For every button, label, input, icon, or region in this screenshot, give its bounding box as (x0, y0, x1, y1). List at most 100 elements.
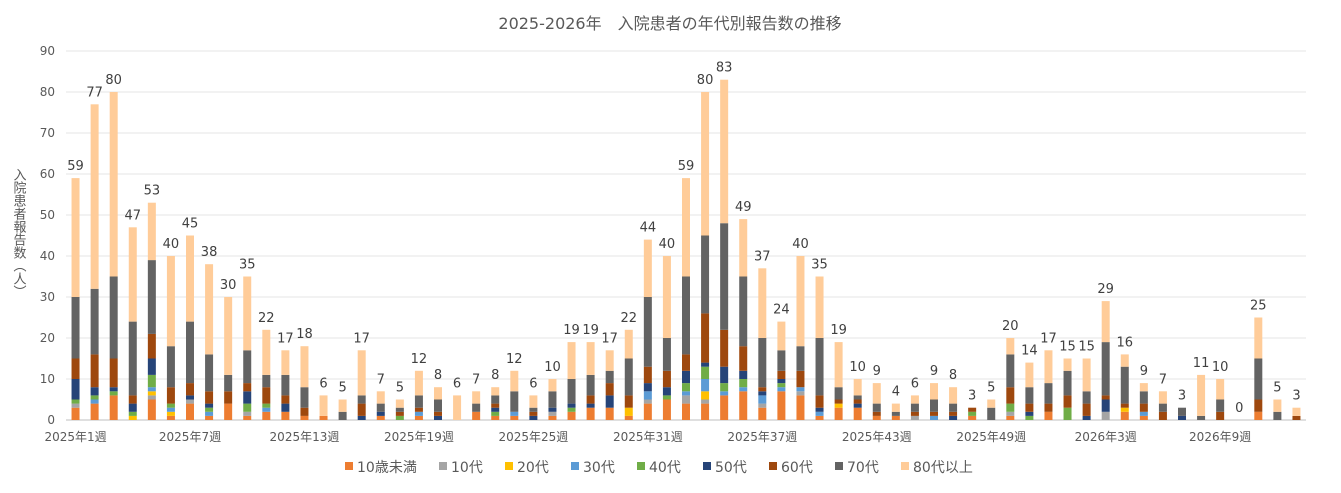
legend-swatch (901, 462, 909, 470)
bar-segment (1139, 391, 1148, 404)
bar-segment (147, 399, 156, 420)
data-label: 18 (296, 327, 313, 342)
bar-segment (815, 395, 824, 408)
bar-segment (434, 387, 442, 400)
bar-segment (1082, 403, 1091, 416)
bar-segment (739, 276, 748, 347)
data-label: 5 (1273, 381, 1281, 396)
legend-item: 70代 (835, 460, 879, 476)
bar-segment (243, 383, 252, 392)
data-label: 19 (582, 323, 599, 338)
bar-segment (987, 407, 996, 420)
bar-segment (491, 415, 500, 420)
bar-segment (510, 370, 519, 392)
data-label: 59 (678, 159, 695, 174)
bar-segment (147, 395, 156, 400)
bar-segment (1044, 411, 1053, 420)
data-label: 14 (1021, 344, 1038, 359)
legend-swatch (835, 462, 843, 470)
legend-item: 60代 (769, 460, 813, 476)
x-tick-label: 2025年1週 (44, 430, 106, 444)
bar-segment (777, 387, 786, 392)
bar-segment (414, 415, 423, 420)
bar-segment (262, 403, 271, 408)
bar-segment (1178, 415, 1186, 420)
bar-segment (853, 399, 862, 404)
bar-segment (643, 399, 652, 404)
bar-segment (815, 407, 824, 412)
bar-segment (1025, 415, 1034, 420)
bar-segment (1216, 379, 1225, 400)
bar-segment (1178, 407, 1186, 416)
bar-segment (643, 403, 652, 420)
bar-segment (605, 350, 614, 371)
bar-segment (796, 391, 805, 396)
bar-segment (968, 407, 977, 412)
bar-segment (90, 403, 99, 420)
bar-segment (567, 342, 576, 379)
bar-segment (1082, 391, 1091, 404)
bar-segment (739, 379, 748, 388)
data-label: 5 (338, 381, 346, 396)
bar-segment (186, 383, 194, 396)
bar-segment (662, 387, 671, 396)
bar-segment (815, 411, 824, 416)
bar-segment (224, 391, 233, 404)
bar-segment (815, 276, 824, 338)
bar-segment (567, 403, 576, 408)
bar-segment (1273, 399, 1282, 412)
bar-segment (395, 411, 404, 416)
bar-segment (777, 321, 786, 351)
bar-segment (968, 415, 977, 420)
x-tick-label: 2025年43週 (842, 430, 912, 444)
bar-segment (262, 329, 271, 375)
bar-segment (300, 407, 309, 416)
bar-segment (71, 399, 80, 404)
bar-segment (357, 395, 366, 404)
bar-segment (71, 407, 80, 420)
bar-segment (90, 387, 99, 396)
bar-segment (796, 346, 805, 371)
bar-segment (548, 411, 557, 416)
bar-segment (147, 358, 156, 375)
bar-segment (662, 370, 671, 388)
bar-segment (968, 411, 977, 416)
bar-segment (491, 407, 500, 412)
bar-segment (605, 370, 614, 384)
bar-segment (414, 411, 423, 416)
bar-segment (1006, 354, 1015, 388)
bar-segment (376, 391, 385, 404)
x-tick-label: 2025年25週 (498, 430, 568, 444)
bar-segment (586, 342, 595, 375)
bar-segment (701, 313, 710, 363)
data-label: 10 (849, 360, 866, 375)
bar-segment (243, 391, 252, 404)
data-label: 47 (124, 208, 141, 223)
bar-segment (128, 403, 137, 412)
bar-segment (758, 403, 767, 408)
data-label: 53 (144, 184, 161, 199)
data-label: 20 (1002, 319, 1019, 334)
bar-segment (548, 415, 557, 420)
y-tick-label: 40 (40, 249, 55, 263)
bar-segment (71, 379, 80, 400)
y-tick-label: 10 (40, 372, 55, 386)
bar-segment (1139, 411, 1148, 416)
legend-swatch (505, 462, 513, 470)
bar-segment (853, 395, 862, 400)
bar-segment (930, 383, 938, 400)
bar-segment (1063, 407, 1072, 420)
bar-segment (243, 276, 252, 351)
bar-segment (853, 403, 862, 408)
bar-segment (376, 403, 385, 412)
bar-segment (758, 395, 767, 404)
bar-segment (605, 395, 614, 408)
bar-segment (682, 383, 690, 392)
data-label: 25 (1250, 299, 1267, 314)
y-axis-label: 入院患者報告数（人） (11, 168, 27, 298)
bar-segment (529, 407, 538, 412)
bar-segment (1101, 342, 1110, 396)
bar-segment (758, 391, 767, 396)
bar-segment (910, 411, 919, 416)
x-tick-label: 2025年7週 (159, 430, 221, 444)
